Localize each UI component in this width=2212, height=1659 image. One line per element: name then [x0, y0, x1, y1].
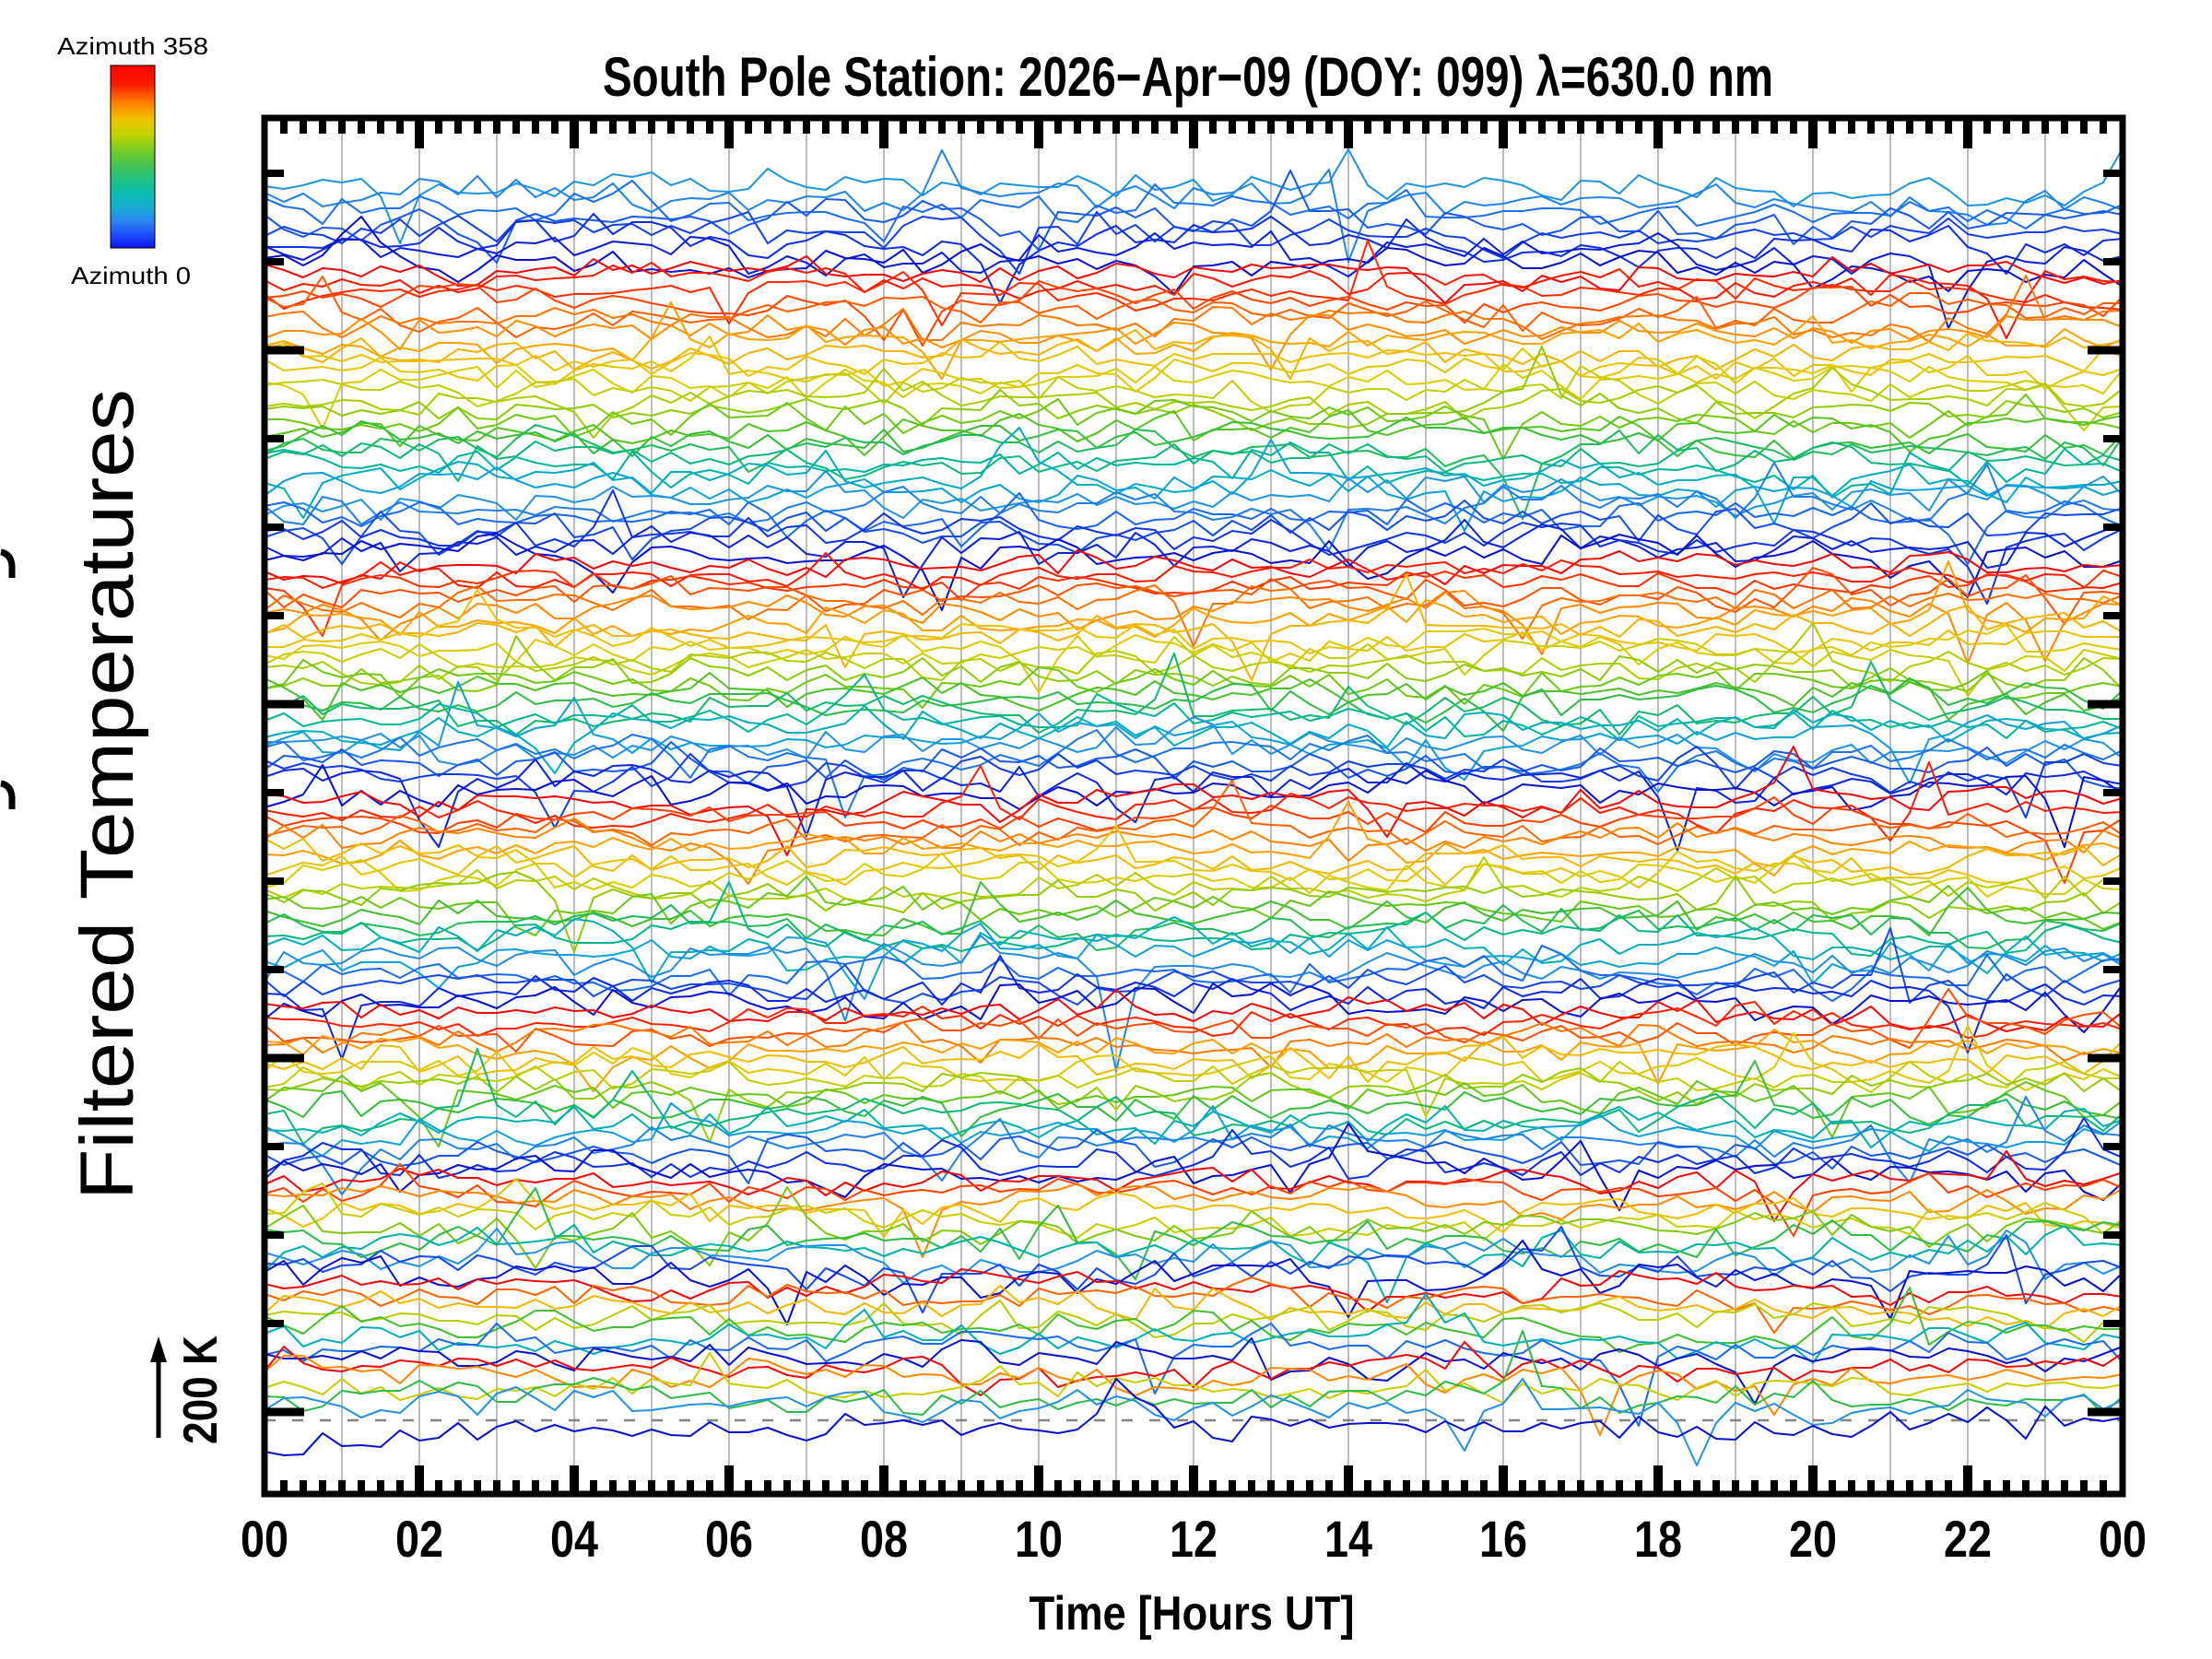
svg-text:10: 10 [1015, 1510, 1063, 1568]
svg-text:Azimuth 358: Azimuth 358 [57, 32, 208, 60]
svg-text:Time [Hours UT]: Time [Hours UT] [1030, 1587, 1355, 1641]
svg-text:14: 14 [1324, 1510, 1372, 1568]
svg-text:08: 08 [860, 1510, 908, 1568]
svg-text:04: 04 [550, 1510, 598, 1568]
svg-text:00: 00 [241, 1510, 288, 1568]
svg-text:Filtered Temperatures: Filtered Temperatures [65, 389, 149, 1200]
svg-text:12: 12 [1170, 1510, 1218, 1568]
svg-text:16: 16 [1479, 1510, 1527, 1568]
svg-text:20: 20 [1789, 1510, 1837, 1568]
svg-text:06: 06 [705, 1510, 753, 1568]
svg-text:22: 22 [1944, 1510, 1992, 1568]
svg-text:200 K: 200 K [174, 1335, 228, 1444]
svg-text:South Pole Station: 2026−Apr−0: South Pole Station: 2026−Apr−09 (DOY: 09… [603, 46, 1773, 108]
svg-text:18: 18 [1634, 1510, 1682, 1568]
svg-text:Azimuth 0: Azimuth 0 [71, 262, 191, 289]
svg-text:00: 00 [2099, 1510, 2147, 1568]
svg-text:02: 02 [395, 1510, 443, 1568]
